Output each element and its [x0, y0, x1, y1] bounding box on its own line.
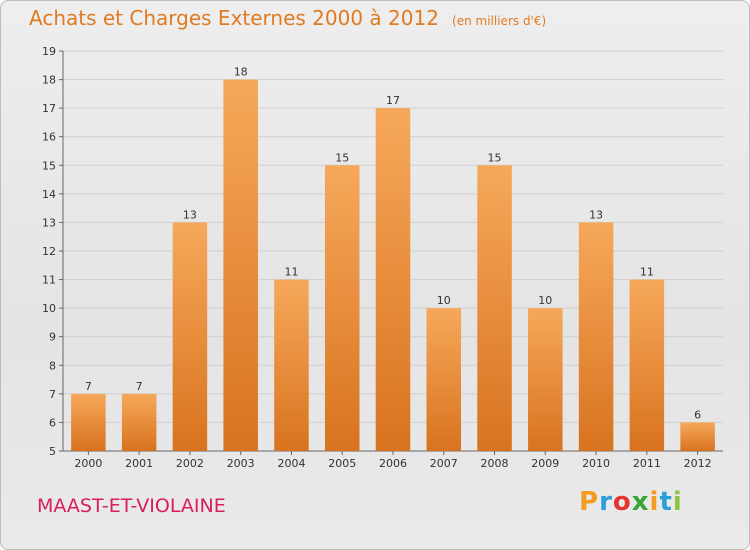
- y-tick-label: 9: [49, 331, 56, 344]
- chart-unit-text: (en milliers d'€): [452, 14, 547, 28]
- x-tick-label: 2012: [684, 457, 712, 470]
- x-tick-label: 2000: [74, 457, 102, 470]
- bar-value-label: 17: [386, 94, 400, 107]
- bar-value-label: 11: [640, 266, 654, 279]
- brand-letter: i: [649, 487, 660, 517]
- bar: [528, 308, 563, 451]
- y-tick-label: 10: [42, 302, 56, 315]
- y-tick-label: 14: [42, 188, 56, 201]
- bar-value-label: 13: [589, 208, 603, 221]
- bar: [426, 308, 462, 451]
- x-tick-label: 2003: [227, 457, 255, 470]
- bar: [71, 393, 106, 451]
- bar: [121, 393, 157, 451]
- x-tick-label: 2009: [531, 457, 559, 470]
- brand-letter: x: [631, 487, 650, 517]
- x-tick-label: 2002: [176, 457, 204, 470]
- bars: [71, 79, 715, 452]
- bar-value-label: 7: [85, 380, 92, 393]
- y-tick-label: 16: [42, 131, 56, 144]
- x-tick-label: 2005: [328, 457, 356, 470]
- bar-value-label: 6: [694, 408, 701, 421]
- bar-value-label: 13: [183, 208, 197, 221]
- y-tick-label: 8: [49, 359, 56, 372]
- brand-letter: r: [599, 487, 613, 517]
- x-tick-label: 2001: [125, 457, 153, 470]
- brand-logo: Proxiti: [579, 487, 683, 517]
- bar-value-label: 10: [538, 294, 552, 307]
- x-tick-label: 2004: [277, 457, 305, 470]
- bar: [172, 222, 208, 451]
- bar-value-label: 15: [335, 151, 349, 164]
- chart-title: Achats et Charges Externes 2000 à 2012 (…: [29, 6, 546, 30]
- brand-letter: P: [579, 487, 600, 517]
- y-tick-label: 13: [42, 216, 56, 229]
- bar: [324, 165, 360, 452]
- x-tick-label: 2007: [430, 457, 458, 470]
- x-tick-label: 2006: [379, 457, 407, 470]
- x-tick-label: 2008: [481, 457, 509, 470]
- bar-value-label: 10: [437, 294, 451, 307]
- bar: [223, 79, 258, 452]
- chart-title-text: Achats et Charges Externes 2000 à 2012: [29, 6, 439, 30]
- bar: [578, 222, 614, 451]
- bar-value-label: 18: [234, 66, 248, 79]
- y-tick-label: 12: [42, 245, 56, 258]
- bar: [375, 108, 411, 452]
- x-tick-label: 2011: [633, 457, 661, 470]
- bar-value-label: 11: [284, 266, 298, 279]
- y-tick-label: 18: [42, 74, 56, 87]
- bar-value-label: 15: [488, 151, 502, 164]
- labels: 5 6 7 8 9 10 11 12 13 14 15 16 17 18 19 7 2000 7 2001 13 200…: [42, 45, 712, 470]
- bar: [680, 422, 715, 451]
- y-tick-label: 5: [49, 445, 56, 458]
- x-tick-label: 2010: [582, 457, 610, 470]
- y-tick-label: 15: [42, 159, 56, 172]
- y-tick-label: 17: [42, 102, 56, 115]
- brand-letter: i: [672, 487, 683, 517]
- brand-letter: o: [612, 487, 632, 517]
- brand-letter: t: [659, 487, 673, 517]
- y-tick-label: 7: [49, 388, 56, 401]
- bar-value-label: 7: [136, 380, 143, 393]
- bar: [477, 165, 512, 452]
- y-tick-label: 19: [42, 45, 56, 58]
- y-tick-label: 11: [42, 274, 56, 287]
- location-name: MAAST-ET-VIOLAINE: [37, 495, 226, 517]
- y-tick-label: 6: [49, 416, 56, 429]
- bar: [274, 279, 309, 451]
- bar: [629, 279, 665, 451]
